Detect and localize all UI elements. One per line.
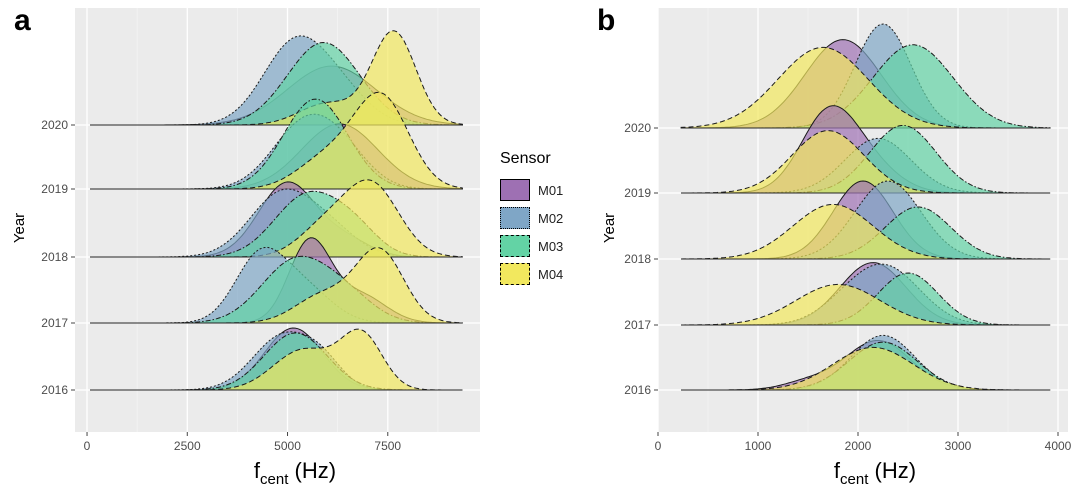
panel-a-chart: 0 2500 5000 7500 2016 2017 2018 2019 2020 fcent (… <box>11 8 480 488</box>
y-tick-label: 2016 <box>624 383 651 397</box>
y-tick-label: 2020 <box>41 118 68 132</box>
x-axis-label: fcent (Hz) <box>834 458 916 488</box>
y-tick-label: 2017 <box>41 316 68 330</box>
y-tick-label: 2016 <box>41 383 68 397</box>
legend: Sensor M01 M02 M03 M04 <box>500 150 563 288</box>
density-m04-2019 <box>681 130 1051 194</box>
panel-a-letter: a <box>14 4 31 37</box>
legend-item-m02: M02 <box>500 204 563 232</box>
legend-label-m04: M04 <box>538 266 564 282</box>
legend-item-m03: M03 <box>500 232 563 260</box>
x-tick-label: 4000 <box>1045 439 1072 453</box>
legend-label-m01: M01 <box>538 182 564 198</box>
x-tick-label: 0 <box>84 439 91 453</box>
x-axis-label: fcent (Hz) <box>254 458 336 488</box>
legend-item-m04: M04 <box>500 260 563 288</box>
y-tick-label: 2018 <box>41 250 68 264</box>
legend-key-m04 <box>500 263 530 285</box>
y-tick-label: 2020 <box>624 121 651 135</box>
legend-key-m03 <box>500 235 530 257</box>
x-tick-label: 0 <box>655 439 662 453</box>
density-m04-2018 <box>90 179 463 258</box>
x-tick-label: 2000 <box>845 439 872 453</box>
legend-key-m02 <box>500 207 530 229</box>
density-m04-2016 <box>90 328 463 391</box>
panel-b-chart: 0 1000 2000 3000 4000 2016 2017 2018 2019 2020 fce… <box>601 8 1072 488</box>
y-axis-label: Year <box>601 213 618 243</box>
y-tick-label: 2017 <box>624 318 651 332</box>
x-tick-label: 2500 <box>174 439 201 453</box>
legend-item-m01: M01 <box>500 176 563 204</box>
y-tick-label: 2019 <box>624 186 651 200</box>
legend-label-m03: M03 <box>538 238 564 254</box>
x-tick-label: 7500 <box>374 439 401 453</box>
density-m04-2017 <box>90 247 463 324</box>
y-tick-label: 2018 <box>624 252 651 266</box>
legend-label-m02: M02 <box>538 210 564 226</box>
x-tick-label: 3000 <box>945 439 972 453</box>
legend-key-m01 <box>500 179 530 201</box>
y-tick-label: 2019 <box>41 182 68 196</box>
x-tick-label: 1000 <box>745 439 772 453</box>
panel-b-letter: b <box>597 4 616 37</box>
y-axis-label: Year <box>11 213 28 243</box>
x-tick-label: 5000 <box>274 439 301 453</box>
legend-title: Sensor <box>500 150 551 167</box>
